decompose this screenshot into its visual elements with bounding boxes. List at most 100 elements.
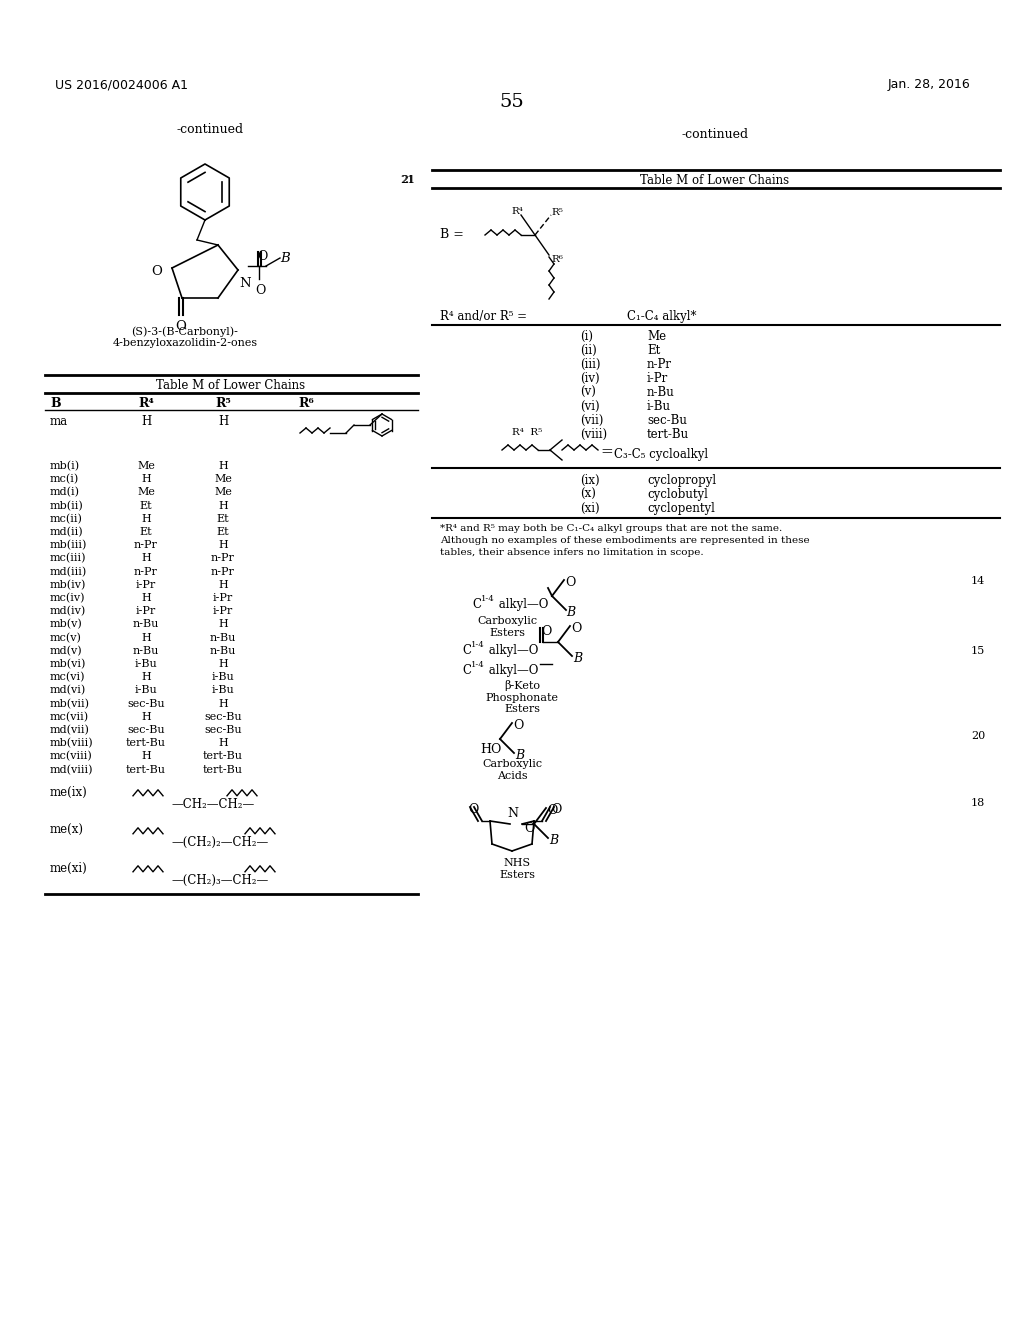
Text: n-Bu: n-Bu	[210, 632, 237, 643]
Text: mc(iii): mc(iii)	[50, 553, 86, 564]
Text: R⁶: R⁶	[551, 255, 563, 264]
Text: 1-4: 1-4	[481, 595, 495, 603]
Text: n-Pr: n-Pr	[134, 540, 158, 550]
Text: mb(ii): mb(ii)	[50, 500, 84, 511]
Text: (ii): (ii)	[580, 345, 597, 356]
Text: O: O	[571, 622, 582, 635]
Text: H: H	[141, 553, 151, 564]
Text: sec-Bu: sec-Bu	[204, 711, 242, 722]
Text: (vii): (vii)	[580, 414, 603, 426]
Text: B: B	[566, 606, 575, 619]
Text: 21: 21	[400, 176, 415, 185]
Text: HO: HO	[480, 743, 502, 756]
Text: i-Bu: i-Bu	[134, 685, 158, 696]
Text: O: O	[175, 319, 186, 333]
Text: me(xi): me(xi)	[50, 862, 88, 875]
Text: H: H	[218, 659, 228, 669]
Text: md(v): md(v)	[50, 645, 83, 656]
Text: mb(iii): mb(iii)	[50, 540, 87, 550]
Text: O: O	[152, 265, 163, 279]
Text: (iii): (iii)	[580, 358, 600, 371]
Text: mb(vi): mb(vi)	[50, 659, 86, 669]
Text: n-Bu: n-Bu	[210, 645, 237, 656]
Text: Et: Et	[647, 345, 660, 356]
Text: md(i): md(i)	[50, 487, 80, 498]
Text: alkyl—O: alkyl—O	[495, 598, 549, 611]
Text: i-Bu: i-Bu	[212, 672, 234, 682]
Text: -continued: -continued	[681, 128, 749, 141]
Text: Me: Me	[647, 330, 667, 343]
Text: Me: Me	[214, 474, 232, 484]
Text: mc(v): mc(v)	[50, 632, 82, 643]
Text: Me: Me	[137, 461, 155, 471]
Text: B: B	[50, 397, 60, 411]
Text: 55: 55	[500, 92, 524, 111]
Text: n-Pr: n-Pr	[211, 566, 234, 577]
Text: —(CH₂)₂—CH₂—: —(CH₂)₂—CH₂—	[171, 836, 268, 849]
Text: mb(v): mb(v)	[50, 619, 83, 630]
Text: 21: 21	[400, 176, 415, 185]
Text: β-Keto
Phosphonate
Esters: β-Keto Phosphonate Esters	[485, 680, 558, 714]
Text: mc(vii): mc(vii)	[50, 711, 89, 722]
Text: tert-Bu: tert-Bu	[126, 764, 166, 775]
Text: (viii): (viii)	[580, 428, 607, 441]
Text: (x): (x)	[580, 488, 596, 502]
Text: mc(iv): mc(iv)	[50, 593, 85, 603]
Text: H: H	[141, 632, 151, 643]
Text: H: H	[218, 500, 228, 511]
Text: H: H	[141, 751, 151, 762]
Text: O: O	[255, 284, 265, 297]
Text: —CH₂—CH₂—: —CH₂—CH₂—	[171, 797, 254, 810]
Text: n-Bu: n-Bu	[133, 645, 159, 656]
Text: Me: Me	[137, 487, 155, 498]
Text: alkyl—O: alkyl—O	[485, 664, 539, 677]
Text: 1-4: 1-4	[471, 642, 484, 649]
Text: mb(i): mb(i)	[50, 461, 80, 471]
Text: i-Pr: i-Pr	[647, 372, 669, 385]
Text: i-Bu: i-Bu	[212, 685, 234, 696]
Text: Carboxylic
Acids: Carboxylic Acids	[482, 759, 542, 780]
Text: O: O	[524, 822, 535, 836]
Text: Et: Et	[217, 513, 229, 524]
Text: N: N	[507, 807, 518, 820]
Text: (xi): (xi)	[580, 502, 600, 515]
Text: i-Pr: i-Pr	[136, 579, 156, 590]
Text: =: =	[600, 445, 612, 459]
Text: (i): (i)	[580, 330, 593, 343]
Text: O: O	[257, 249, 267, 263]
Text: sec-Bu: sec-Bu	[127, 698, 165, 709]
Text: C₁-C₄ alkyl*: C₁-C₄ alkyl*	[627, 310, 696, 323]
Text: H: H	[141, 672, 151, 682]
Text: NHS
Esters: NHS Esters	[499, 858, 535, 879]
Text: mc(i): mc(i)	[50, 474, 79, 484]
Text: tables, their absence infers no limitation in scope.: tables, their absence infers no limitati…	[440, 548, 703, 557]
Text: C₃-C₅ cycloalkyl: C₃-C₅ cycloalkyl	[614, 447, 709, 461]
Text: md(iii): md(iii)	[50, 566, 87, 577]
Text: H: H	[141, 414, 152, 428]
Text: md(vi): md(vi)	[50, 685, 86, 696]
Text: mc(viii): mc(viii)	[50, 751, 93, 762]
Text: R⁴: R⁴	[511, 207, 523, 216]
Text: (S)-3-(B-Carbonyl)-
4-benzyloxazolidin-2-ones: (S)-3-(B-Carbonyl)- 4-benzyloxazolidin-2…	[113, 326, 258, 348]
Text: C: C	[462, 644, 471, 657]
Text: Me: Me	[214, 487, 232, 498]
Text: me(ix): me(ix)	[50, 785, 88, 799]
Text: B =: B =	[440, 228, 464, 242]
Text: O: O	[565, 576, 575, 589]
Text: n-Pr: n-Pr	[211, 553, 234, 564]
Text: R⁵: R⁵	[215, 397, 230, 411]
Text: md(vii): md(vii)	[50, 725, 90, 735]
Text: (ix): (ix)	[580, 474, 600, 487]
Text: md(viii): md(viii)	[50, 764, 93, 775]
Text: O: O	[468, 803, 478, 816]
Text: mc(vi): mc(vi)	[50, 672, 85, 682]
Text: alkyl—O: alkyl—O	[485, 644, 539, 657]
Text: i-Pr: i-Pr	[136, 606, 156, 616]
Text: md(iv): md(iv)	[50, 606, 86, 616]
Text: (v): (v)	[580, 385, 596, 399]
Text: Et: Et	[217, 527, 229, 537]
Text: H: H	[141, 474, 151, 484]
Text: 20: 20	[971, 731, 985, 741]
Text: mc(ii): mc(ii)	[50, 513, 83, 524]
Text: R⁴ and/or R⁵ =: R⁴ and/or R⁵ =	[440, 310, 527, 323]
